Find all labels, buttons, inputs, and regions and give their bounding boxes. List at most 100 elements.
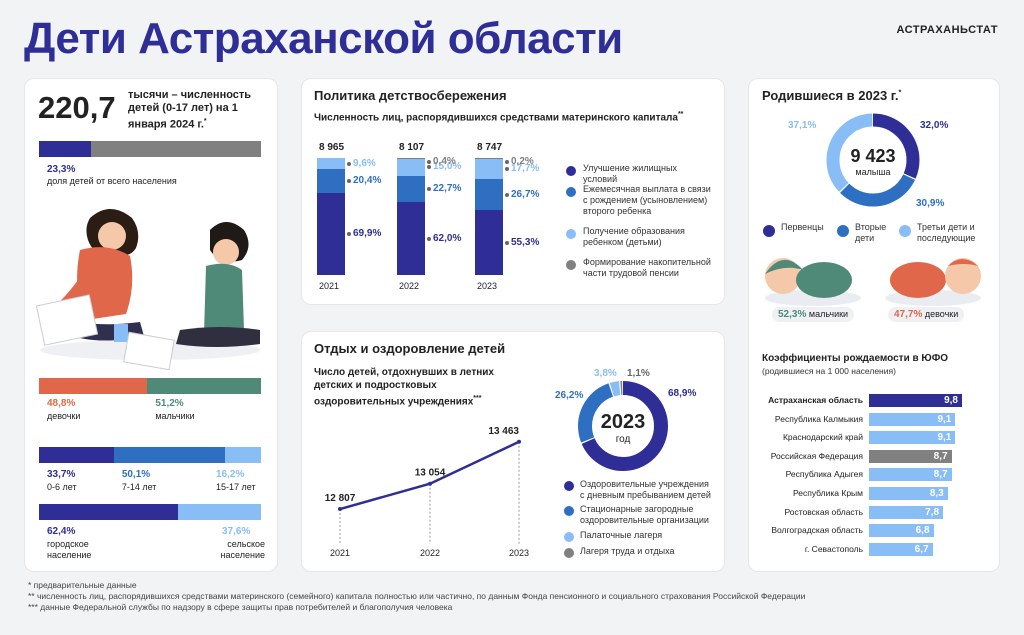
capital-pct: 69,9% xyxy=(353,228,382,240)
fertility-bar xyxy=(869,412,956,426)
capital-label-dot xyxy=(347,161,351,166)
capital-bar-segment xyxy=(317,158,345,170)
fertility-bar xyxy=(869,487,948,500)
capital-pct: 17,7% xyxy=(511,162,540,174)
rest-donut-slice xyxy=(578,381,668,471)
fertility-value: 6,7 xyxy=(914,543,929,555)
legend-dot xyxy=(566,229,576,239)
children-count: 220,7 xyxy=(38,90,116,125)
footnote-1: * предварительные данные xyxy=(28,580,137,590)
legend-label: Вторые дети xyxy=(855,222,887,243)
capital-pct: 9,6% xyxy=(353,157,376,169)
boy-legs xyxy=(176,327,260,347)
capital-year: 2022 xyxy=(399,281,420,291)
girl-baby-hair xyxy=(948,259,978,266)
babies-illustration xyxy=(765,258,981,306)
footnote-mark: * xyxy=(203,118,207,125)
fertility-value: 9,1 xyxy=(937,413,952,425)
capital-total: 8 965 xyxy=(319,142,345,153)
girls-label: девочки xyxy=(47,411,81,421)
fertility-value: 8,7 xyxy=(933,450,948,462)
capital-year: 2021 xyxy=(319,281,340,291)
births-pct: 37,1% xyxy=(788,120,816,131)
rest-point xyxy=(517,439,521,444)
rest-donut-pct: 26,2% xyxy=(555,390,583,401)
rest-point xyxy=(338,507,342,512)
capital-label-dot xyxy=(505,160,509,164)
capital-pct: 15,0% xyxy=(433,161,462,173)
fertility-bar xyxy=(869,542,933,556)
age-label: 0-6 лет xyxy=(47,482,77,492)
rest-donut-pct: 3,8% xyxy=(594,368,617,379)
brand-logo: АСТРАХАНЬСТАТ xyxy=(896,24,998,36)
footnote-2: ** численность лиц, распорядившихся сред… xyxy=(28,591,806,601)
fertility-bar xyxy=(869,505,944,519)
legend-dot xyxy=(763,225,775,237)
footnote-mark: ** xyxy=(677,111,684,118)
capital-bar-segment xyxy=(397,175,425,203)
fertility-bar xyxy=(869,468,952,482)
capital-bar-segment xyxy=(397,202,425,275)
capital-bar-segment xyxy=(475,210,503,275)
policy-card xyxy=(301,78,725,305)
legend-dot xyxy=(564,506,574,516)
capital-total: 8 747 xyxy=(477,142,503,153)
footnote-mark: * xyxy=(898,89,902,97)
fertility-region: Республика Крым xyxy=(792,488,863,498)
footnote-3: *** данные Федеральной службы по надзору… xyxy=(28,602,453,612)
rest-year-label: 2022 xyxy=(420,548,440,558)
pencil-cup xyxy=(114,324,128,342)
capital-pct: 0,4% xyxy=(433,156,456,167)
share-caption: доля детей от всего населения xyxy=(47,176,177,186)
rural-value: 37,6% xyxy=(222,526,251,537)
boy-face xyxy=(213,239,239,265)
capital-pct: 26,7% xyxy=(511,188,540,200)
fertility-value: 8,7 xyxy=(933,469,948,481)
fertility-value: 8,3 xyxy=(929,488,944,499)
boy-baby-body xyxy=(796,262,852,298)
fertility-region: Ростовская область xyxy=(784,506,863,517)
second-drawing xyxy=(123,331,175,370)
births-donut-slice xyxy=(826,113,920,207)
fertility-value: 6,8 xyxy=(915,525,930,537)
age-bar-segment xyxy=(113,447,226,463)
rest-line-chart: 12 807 2021 13 054 2022 13 463 2023 xyxy=(325,426,529,558)
fertility-value: 9,8 xyxy=(944,395,958,406)
capital-bar-segment xyxy=(397,158,425,176)
fertility-bar xyxy=(869,449,952,463)
legend-dot xyxy=(566,260,576,270)
capital-label-dot xyxy=(505,192,509,197)
fertility-region: Краснодарский край xyxy=(782,432,863,443)
boy-baby-hat xyxy=(765,259,803,274)
rest-year-label: 2021 xyxy=(330,548,350,558)
boys-share-value: 52,3% xyxy=(778,309,807,320)
girls-value: 48,8% xyxy=(47,398,76,409)
capital-label-dot xyxy=(427,187,431,192)
legend-label: Улучшение жилищных условий xyxy=(583,163,677,184)
drawing-paper xyxy=(35,294,99,346)
capital-bar-segment xyxy=(475,179,503,211)
settlement-bar-segment xyxy=(39,504,178,520)
fertility-region: Республика Калмыкия xyxy=(774,413,863,424)
legend-label: Оздоровительные учреждения с дневным пре… xyxy=(580,479,711,500)
fertility-region: Российская Федерация xyxy=(770,450,863,461)
rest-line-title: Число детей, отдохнувших в летних детски… xyxy=(314,367,494,408)
legend-dot xyxy=(566,166,576,176)
fertility-region: Республика Адыгея xyxy=(785,469,863,480)
fertility-value: 9,1 xyxy=(937,432,952,444)
children-count-caption: тысячи – численность детей (0-17 лет) на… xyxy=(128,89,252,131)
girl-baby-head xyxy=(945,258,981,294)
legend-label: Получение образования ребенком (детьми) xyxy=(583,226,685,247)
births-donut-slice xyxy=(826,113,920,207)
capital-pct: 20,4% xyxy=(353,175,382,187)
births-pct: 30,9% xyxy=(916,198,944,209)
boys-label: мальчики xyxy=(155,411,195,421)
births-title: Родившиеся в 2023 г.* xyxy=(762,88,902,103)
fertility-bar xyxy=(869,394,962,407)
age-value: 33,7% xyxy=(47,469,76,480)
age-label: 15-17 лет xyxy=(216,482,256,492)
rest-donut-pct: 1,1% xyxy=(627,368,650,379)
capital-bar-segment xyxy=(317,169,345,194)
legend-label: Стационарные загородные оздоровительные … xyxy=(580,504,709,525)
